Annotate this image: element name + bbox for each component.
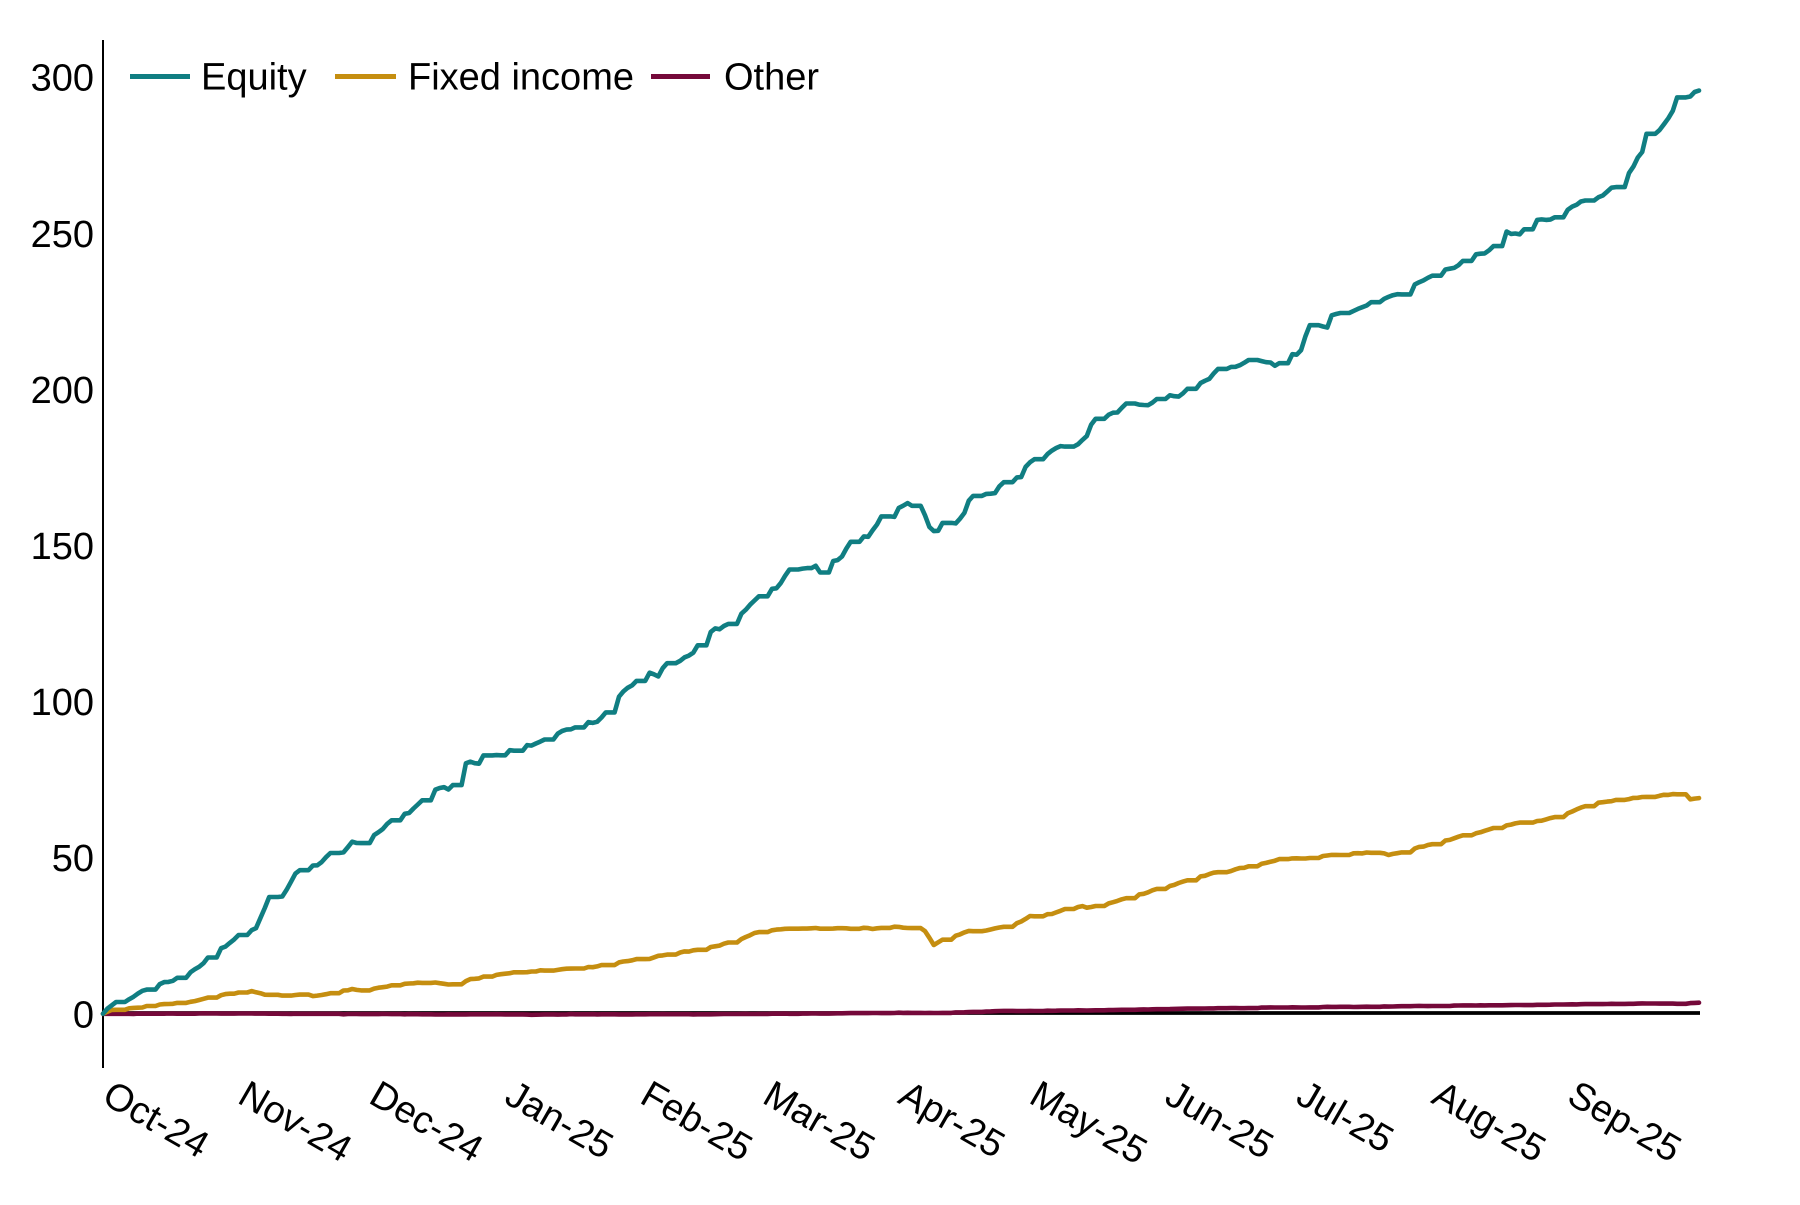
svg-text:Fixed income: Fixed income: [408, 57, 634, 99]
svg-text:250: 250: [31, 214, 94, 256]
svg-text:100: 100: [31, 682, 94, 724]
svg-text:Equity: Equity: [201, 57, 307, 99]
svg-text:0: 0: [73, 994, 94, 1036]
svg-text:50: 50: [52, 838, 94, 880]
svg-text:200: 200: [31, 370, 94, 412]
svg-text:300: 300: [31, 58, 94, 100]
svg-text:150: 150: [31, 526, 94, 568]
svg-text:Other: Other: [724, 57, 819, 99]
